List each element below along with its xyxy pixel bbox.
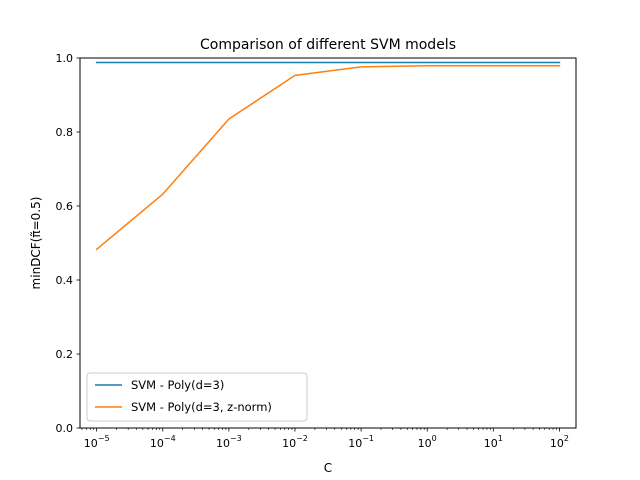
x-tick-label: 10−4 (150, 434, 176, 450)
y-tick-label: 0.6 (56, 200, 74, 213)
x-tick-label: 10−5 (84, 434, 110, 450)
series-line-2 (95, 65, 561, 251)
y-axis-label: minDCF(π̃=0.5) (29, 197, 43, 290)
legend-frame (86, 372, 308, 422)
y-tick-label: 0.4 (56, 274, 74, 287)
ticks-layer: 10−5 10−4 10−3 10−2 10−1 100 101 102 0.0 0.2 0.4 0.… (56, 52, 569, 450)
plot-area-frame (79, 57, 577, 429)
legend-label-series-1: SVM - Poly(d=3) (131, 378, 224, 392)
x-tick-label: 10−2 (282, 434, 308, 450)
y-tick-label: 0.8 (56, 126, 74, 139)
legend: SVM - Poly(d=3) SVM - Poly(d=3, z-norm) (86, 372, 308, 422)
chart-title: Comparison of different SVM models (200, 37, 456, 53)
series-layer (95, 61, 561, 251)
x-tick-label: 101 (484, 434, 503, 450)
x-tick-label: 102 (550, 434, 569, 450)
y-tick-label: 1.0 (56, 52, 74, 65)
x-axis-label: C (324, 461, 332, 475)
x-tick-label: 10−1 (348, 434, 374, 450)
y-tick-label: 0.0 (56, 422, 74, 435)
legend-label-series-2: SVM - Poly(d=3, z-norm) (131, 400, 272, 414)
x-tick-label: 100 (418, 434, 437, 450)
y-tick-label: 0.2 (56, 348, 74, 361)
x-tick-label: 10−3 (216, 434, 242, 450)
